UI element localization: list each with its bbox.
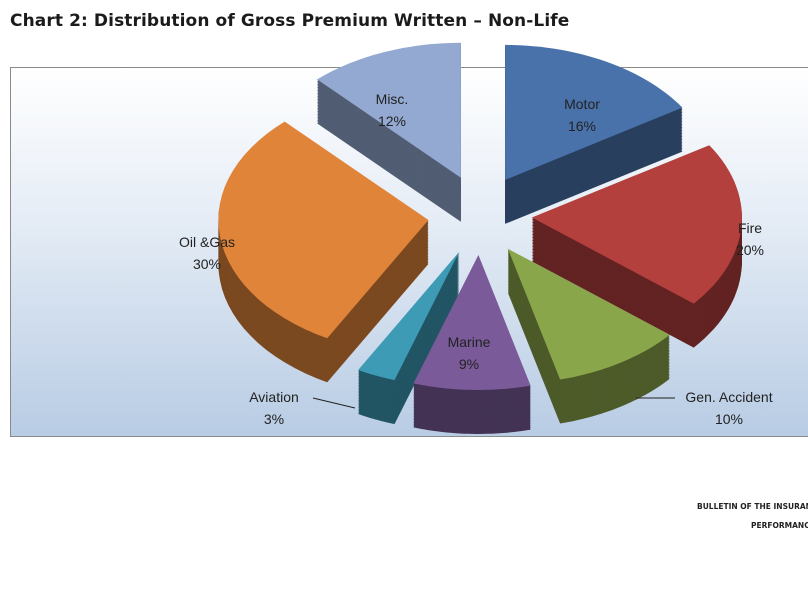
label-aviation: Aviation 3%: [249, 389, 299, 427]
footer-line-1: BULLETIN OF THE INSURAN: [697, 502, 808, 511]
footer-line-2: PERFORMANC: [751, 521, 808, 530]
chart-title: Chart 2: Distribution of Gross Premium W…: [10, 11, 570, 31]
pie-slice-aviation: [358, 251, 460, 425]
pie-slice-marine: [413, 255, 531, 434]
label-marine: Marine 9%: [447, 334, 491, 372]
pie-slice-top: [358, 251, 460, 381]
leader-line-aviation: [312, 397, 356, 409]
pie-slice-oil-gas: [218, 121, 429, 383]
label-gen-accident: Gen. Accident 10%: [685, 389, 773, 427]
pie-slice-top: [507, 248, 670, 380]
pie-slice-top: [413, 255, 531, 390]
label-motor: Motor 16%: [564, 96, 600, 134]
label-misc: Misc. 12%: [375, 91, 409, 129]
pie-slice-motor: [505, 44, 683, 224]
pie-slice-gen-accident: [507, 248, 670, 424]
pie-slice-top: [218, 121, 429, 339]
pie-slice-top: [531, 145, 742, 304]
label-oil-gas: Oil &Gas 30%: [178, 234, 236, 272]
pie-slice-top: [505, 44, 683, 180]
label-fire: Fire 20%: [735, 220, 765, 258]
pie-slice-top: [317, 42, 461, 178]
pie-slice-fire: [531, 145, 742, 348]
pie-slice-misc: [317, 42, 461, 222]
